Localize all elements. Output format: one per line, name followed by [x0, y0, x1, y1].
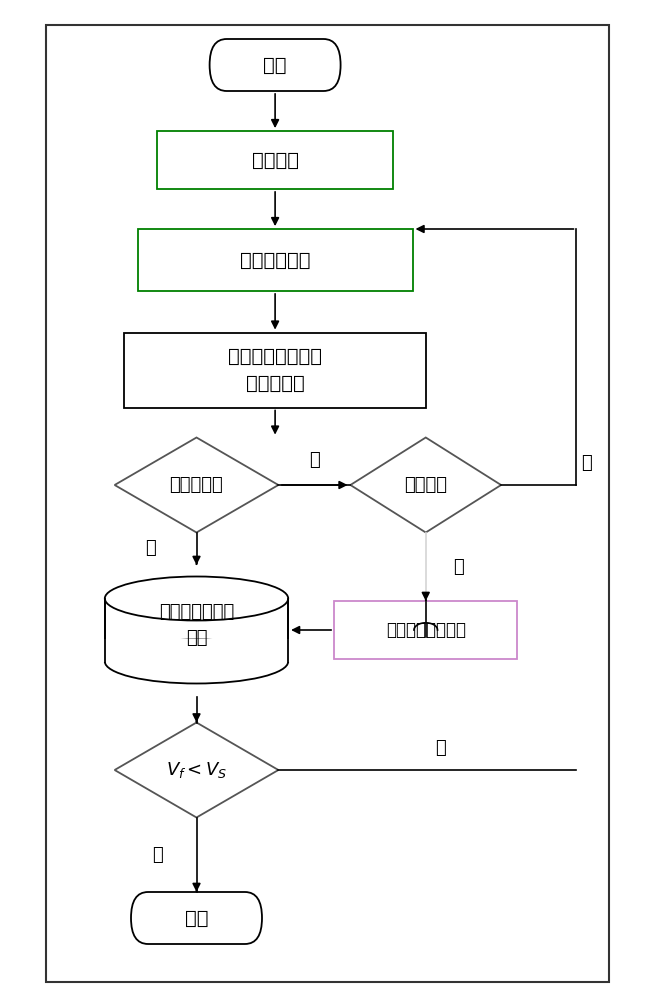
- Bar: [46, 25, 609, 982]
- Bar: [334, 601, 517, 659]
- Bar: [157, 131, 393, 189]
- Polygon shape: [350, 438, 501, 532]
- Text: 开始: 开始: [263, 55, 287, 75]
- Text: 第一个纤维: 第一个纤维: [170, 476, 223, 494]
- Ellipse shape: [105, 640, 288, 684]
- Text: 结束: 结束: [185, 908, 208, 928]
- Text: 是: 是: [453, 558, 464, 576]
- Text: 根据周期性条件进
行纤维平移: 根据周期性条件进 行纤维平移: [228, 347, 322, 393]
- FancyBboxPatch shape: [131, 892, 262, 944]
- Text: 保存纤维位置和
取向: 保存纤维位置和 取向: [159, 603, 234, 647]
- Polygon shape: [115, 438, 278, 532]
- Text: 执行纤维分割算法: 执行纤维分割算法: [386, 621, 466, 639]
- Text: 否: 否: [581, 454, 591, 472]
- Bar: [98, 639, 295, 662]
- Polygon shape: [115, 722, 278, 818]
- Text: 否: 否: [152, 846, 162, 864]
- Text: 是: 是: [435, 739, 446, 757]
- Text: 纤维相交: 纤维相交: [404, 476, 447, 494]
- Text: 创建基体: 创建基体: [252, 150, 299, 169]
- Text: 随机生成纤维: 随机生成纤维: [240, 250, 310, 269]
- Ellipse shape: [105, 576, 288, 620]
- Bar: [138, 229, 413, 291]
- Bar: [105, 598, 288, 662]
- FancyBboxPatch shape: [210, 39, 341, 91]
- Text: $V_f<V_S$: $V_f<V_S$: [166, 760, 227, 780]
- Bar: [124, 332, 426, 408]
- Text: 否: 否: [309, 451, 320, 469]
- Text: 是: 是: [145, 539, 156, 557]
